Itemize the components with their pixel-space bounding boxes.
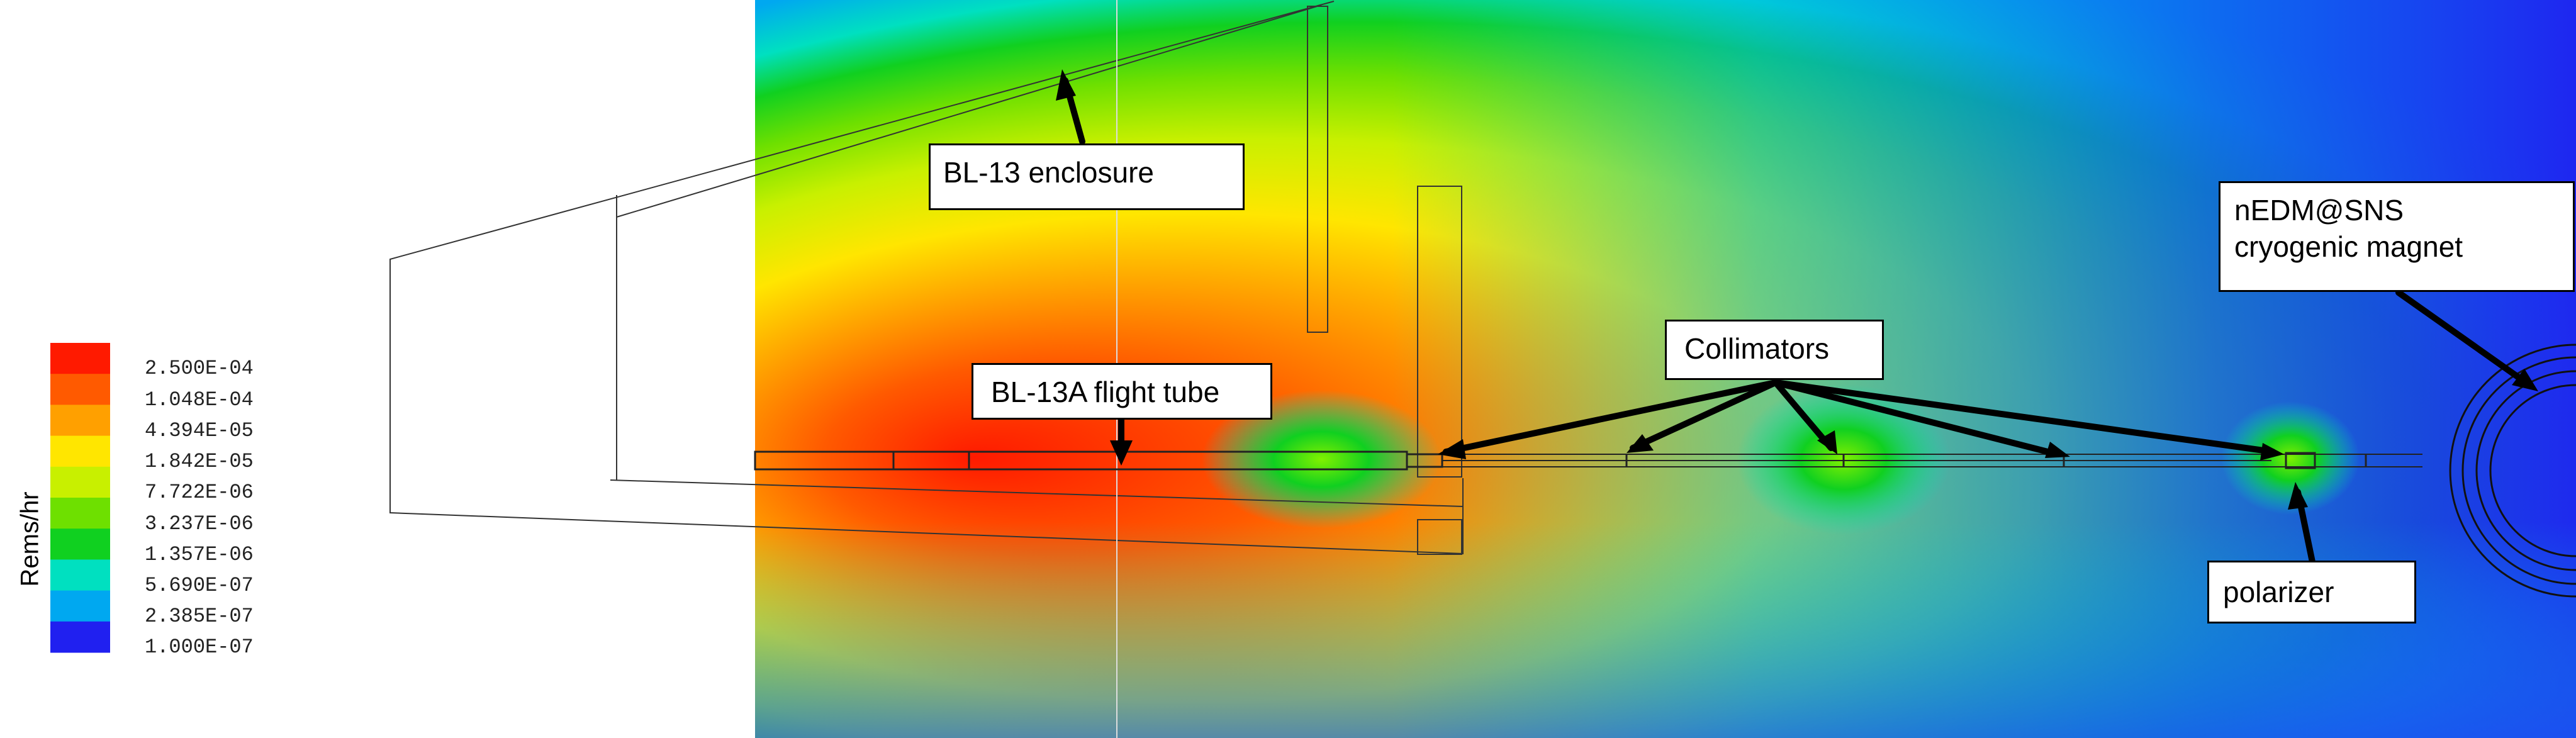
legend-entry: 4.394E-05 bbox=[145, 419, 254, 442]
legend-colorbar bbox=[50, 343, 110, 653]
label-collimators: Collimators bbox=[1665, 320, 1884, 380]
legend-swatch bbox=[50, 435, 110, 467]
geometry-outline bbox=[389, 0, 1464, 738]
legend-entry: 3.237E-06 bbox=[145, 512, 254, 535]
legend-swatch bbox=[50, 621, 110, 653]
arrowheads bbox=[1056, 69, 2538, 510]
legend-swatch bbox=[50, 498, 110, 529]
label-flight-tube: BL-13A flight tube bbox=[972, 363, 1272, 420]
legend-swatch bbox=[50, 528, 110, 560]
label-bl13-enclosure: BL-13 enclosure bbox=[929, 143, 1245, 210]
legend-entry: 2.500E-04 bbox=[145, 357, 254, 380]
legend-entry: 5.690E-07 bbox=[145, 574, 254, 597]
arrow-collimator-5 bbox=[1772, 379, 2276, 455]
legend-entry: 1.357E-06 bbox=[145, 543, 254, 566]
legend-entry: 7.722E-06 bbox=[145, 481, 254, 504]
arrow-collimator-4 bbox=[1772, 379, 2061, 457]
legend-entry: 1.048E-04 bbox=[145, 388, 254, 411]
legend-swatch bbox=[50, 343, 110, 374]
arrow-collimator-2 bbox=[1630, 379, 1779, 451]
arrow-magnet bbox=[2395, 289, 2533, 388]
legend-entry: 2.385E-07 bbox=[145, 605, 254, 628]
legend-swatch bbox=[50, 405, 110, 437]
label-magnet: nEDM@SNS cryogenic magnet bbox=[2219, 181, 2575, 292]
legend-swatch bbox=[50, 374, 110, 405]
legend-entry: 1.000E-07 bbox=[145, 635, 254, 659]
legend-swatch bbox=[50, 466, 110, 498]
beamline bbox=[754, 450, 2422, 471]
arrow-collimator-1 bbox=[1443, 379, 1779, 455]
left-blank-area bbox=[0, 0, 755, 738]
legend-entry: 1.842E-05 bbox=[145, 450, 254, 473]
legend-swatch bbox=[50, 590, 110, 622]
arrow-collimator-3 bbox=[1772, 379, 1834, 451]
legend-swatch bbox=[50, 559, 110, 591]
legend-unit-label: Rems/hr bbox=[16, 491, 44, 587]
label-polarizer: polarizer bbox=[2207, 561, 2416, 623]
